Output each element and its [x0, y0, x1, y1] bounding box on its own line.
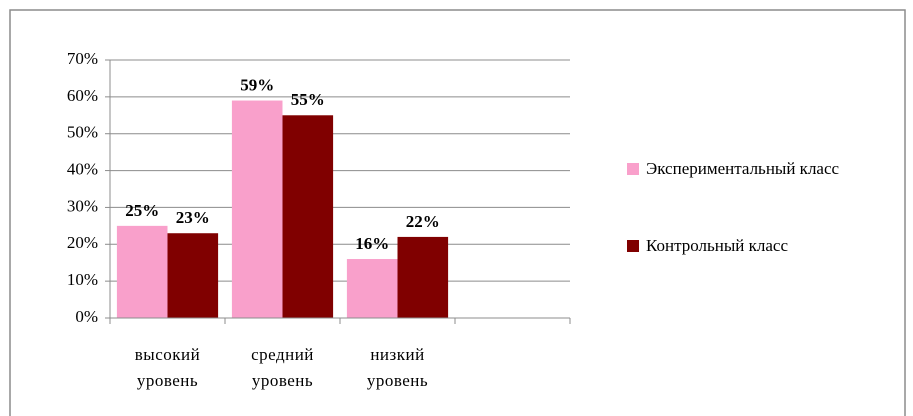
- bar: [167, 233, 219, 318]
- legend-label: Контрольный класс: [646, 236, 788, 255]
- data-label: 55%: [291, 90, 325, 109]
- bar: [282, 115, 334, 319]
- legend-swatch: [627, 163, 639, 175]
- y-tick-label: 10%: [67, 270, 98, 289]
- y-tick-label: 20%: [67, 233, 98, 252]
- legend-label: Экспериментальный класс: [646, 159, 840, 178]
- x-tick-label: высокий уровень: [134, 345, 201, 390]
- y-tick-label: 70%: [67, 49, 98, 68]
- data-label: 22%: [406, 212, 440, 231]
- x-tick-label: средний уровень: [251, 345, 314, 390]
- y-tick-label: 50%: [67, 123, 98, 142]
- legend-swatch: [627, 240, 639, 252]
- y-tick-label: 30%: [67, 196, 98, 215]
- bar: [346, 259, 398, 318]
- y-tick-label: 40%: [67, 159, 98, 178]
- bar: [231, 100, 283, 319]
- x-tick-label: низкий уровень: [366, 345, 429, 390]
- data-label: 16%: [355, 234, 389, 253]
- data-label: 59%: [240, 75, 274, 94]
- y-tick-label: 60%: [67, 86, 98, 105]
- bar: [116, 225, 168, 318]
- frame: [9, 9, 906, 416]
- y-tick-label: 0%: [75, 307, 98, 326]
- data-label: 25%: [125, 201, 159, 220]
- data-label: 23%: [176, 208, 210, 227]
- bar: [397, 236, 449, 318]
